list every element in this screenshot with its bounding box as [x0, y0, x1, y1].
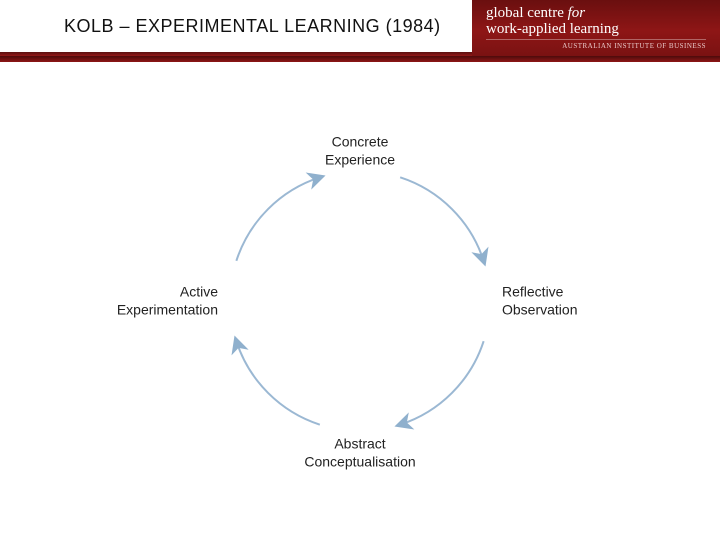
cycle-svg	[180, 121, 540, 481]
brand-line-2: work-applied learning	[486, 22, 619, 38]
node-concrete-line2: Experience	[325, 151, 395, 167]
header-band: KOLB – EXPERIMENTAL LEARNING (1984) glob…	[0, 0, 720, 56]
node-abstract-line1: Abstract	[334, 436, 385, 452]
brand-line-1b: for	[568, 5, 586, 21]
node-reflective-line2: Observation	[502, 301, 577, 317]
cycle-arc	[400, 177, 483, 260]
cycle-arc	[236, 341, 319, 424]
brand-block: global centre for work-applied learning …	[472, 0, 720, 56]
node-abstract-line2: Conceptualisation	[304, 453, 415, 469]
node-label-active: Active Experimentation	[117, 284, 218, 319]
diagram-area: Concrete Experience Reflective Observati…	[0, 62, 720, 540]
page-title: KOLB – EXPERIMENTAL LEARNING (1984)	[64, 16, 441, 37]
node-reflective-line1: Reflective	[502, 284, 563, 300]
cycle-arc	[236, 177, 319, 260]
header-left: KOLB – EXPERIMENTAL LEARNING (1984)	[0, 0, 472, 56]
node-concrete-line1: Concrete	[332, 134, 389, 150]
brand-line-1a: global centre	[486, 5, 564, 21]
brand-line-1: global centre for	[486, 6, 585, 22]
node-label-concrete: Concrete Experience	[325, 134, 395, 169]
cycle-arc	[400, 341, 483, 424]
node-label-abstract: Abstract Conceptualisation	[304, 436, 415, 471]
cycle-arcs	[236, 177, 483, 424]
node-active-line2: Experimentation	[117, 301, 218, 317]
brand-subtitle: AUSTRALIAN INSTITUTE OF BUSINESS	[486, 39, 706, 50]
node-active-line1: Active	[180, 284, 218, 300]
node-label-reflective: Reflective Observation	[502, 284, 577, 319]
